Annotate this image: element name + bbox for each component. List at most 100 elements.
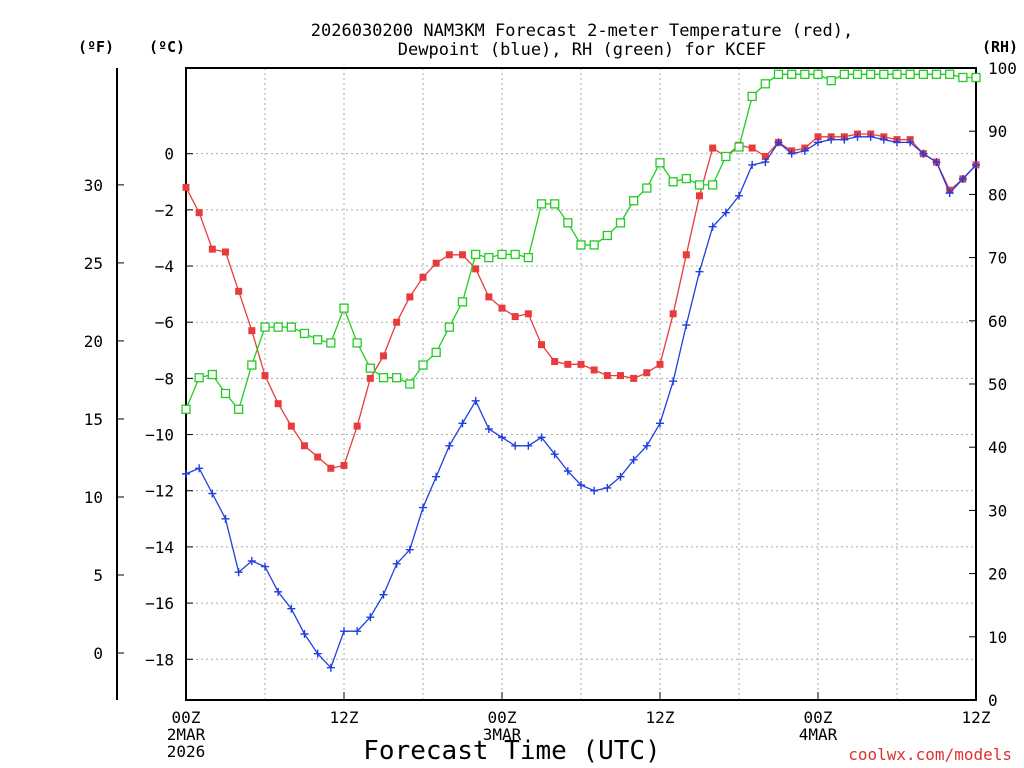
temperature-point <box>524 310 532 318</box>
temperature-point <box>208 245 216 253</box>
fahrenheit-unit-label: (ºF) <box>78 38 114 56</box>
temperature-point <box>498 304 506 312</box>
fahrenheit-tick-label: 0 <box>93 644 103 663</box>
rh-point <box>484 252 494 263</box>
rh-point <box>523 252 533 263</box>
rh-point <box>773 69 784 79</box>
temperature-point <box>761 152 769 160</box>
dewpoint-point <box>445 441 454 450</box>
x-tick-date-label: 2MAR <box>167 725 206 744</box>
dewpoint-point <box>340 627 348 636</box>
temperature-point <box>682 251 690 259</box>
rh-point <box>471 249 481 260</box>
rh-point <box>247 360 257 370</box>
rh-point <box>510 249 520 260</box>
rh-point <box>326 338 336 348</box>
temperature-point <box>380 352 387 360</box>
dewpoint-point <box>827 135 836 144</box>
dewpoint-point <box>919 149 928 158</box>
celsius-tick-label: −10 <box>145 426 174 445</box>
dewpoint-point <box>563 467 572 476</box>
celsius-tick-label: −18 <box>145 650 174 669</box>
rh-point <box>787 69 797 79</box>
dewpoint-point <box>405 545 414 554</box>
dewpoint-point <box>234 568 243 577</box>
dewpoint-point <box>603 483 612 492</box>
rh-point <box>444 322 454 332</box>
dewpoint-point <box>511 441 520 450</box>
dewpoint-point <box>932 158 941 167</box>
temperature-point <box>472 265 480 273</box>
rh-point <box>760 79 770 89</box>
dewpoint-point <box>419 503 427 512</box>
rh-point <box>945 69 955 79</box>
x-tick-label: 00Z <box>804 708 833 727</box>
rh-point <box>931 69 942 79</box>
rh-point <box>405 379 415 389</box>
rh-point <box>365 363 375 373</box>
dewpoint-point <box>432 472 441 481</box>
rh-point <box>392 373 402 383</box>
temperature-point <box>235 287 243 295</box>
rh-point <box>879 69 889 79</box>
dewpoint-point <box>958 174 967 183</box>
rh-point <box>194 373 204 383</box>
dewpoint-point <box>814 138 822 147</box>
dewpoint-point <box>577 481 585 490</box>
temperature-point <box>353 422 361 430</box>
rh-tick-label: 30 <box>988 501 1007 520</box>
rh-point <box>958 72 968 83</box>
x-tick-label: 12Z <box>962 708 991 727</box>
rh-point <box>668 177 678 187</box>
chart-title-line1: 2026030200 NAM3KM Forecast 2-meter Tempe… <box>311 21 853 41</box>
rh-point <box>273 322 283 332</box>
temperature-point <box>314 453 322 461</box>
rh-point <box>852 69 863 79</box>
rh-point <box>800 69 810 79</box>
temperature-point <box>406 293 414 301</box>
celsius-tick-label: −4 <box>155 257 174 276</box>
rh-point <box>589 240 599 250</box>
rh-point <box>220 388 231 399</box>
dewpoint-point <box>893 138 901 147</box>
rh-point <box>497 249 507 260</box>
fahrenheit-tick-label: 30 <box>84 176 103 195</box>
chart-title-line2: Dewpoint (blue), RH (green) for KCEF <box>398 40 766 60</box>
rh-point <box>378 373 389 383</box>
temperature-point <box>551 358 559 366</box>
fahrenheit-tick-label: 10 <box>84 488 103 507</box>
rh-tick-label: 100 <box>988 59 1017 78</box>
temperature-point <box>248 327 256 335</box>
temperature-point <box>748 144 756 152</box>
dewpoint-point <box>748 160 757 169</box>
temperature-point <box>195 209 203 217</box>
rh-point <box>457 297 468 307</box>
temperature-point <box>366 374 374 382</box>
rh-point <box>892 69 902 79</box>
rh-tick-label: 50 <box>988 375 1007 394</box>
rh-point <box>918 69 928 79</box>
rh-tick-label: 60 <box>988 312 1007 331</box>
rh-point <box>431 347 441 358</box>
celsius-unit-label: (ºC) <box>149 38 185 56</box>
rh-point <box>339 303 349 313</box>
dewpoint-point <box>906 138 915 147</box>
rh-tick-label: 70 <box>988 249 1007 268</box>
dewpoint-point <box>945 188 954 197</box>
x-axis-title: Forecast Time (UTC) <box>363 736 660 766</box>
temperature-point <box>340 461 348 469</box>
rh-tick-label: 90 <box>988 122 1007 141</box>
temperature-point <box>327 464 335 472</box>
temperature-point <box>182 183 190 191</box>
credit-text: coolwx.com/models <box>848 745 1012 764</box>
rh-point <box>313 335 323 345</box>
dewpoint-point <box>524 441 533 450</box>
rh-point <box>576 240 586 250</box>
x-tick-label: 00Z <box>172 708 201 727</box>
dewpoint-point <box>616 472 625 481</box>
rh-point <box>299 328 310 339</box>
temperature-point <box>814 133 822 141</box>
dewpoint-point <box>695 267 704 276</box>
